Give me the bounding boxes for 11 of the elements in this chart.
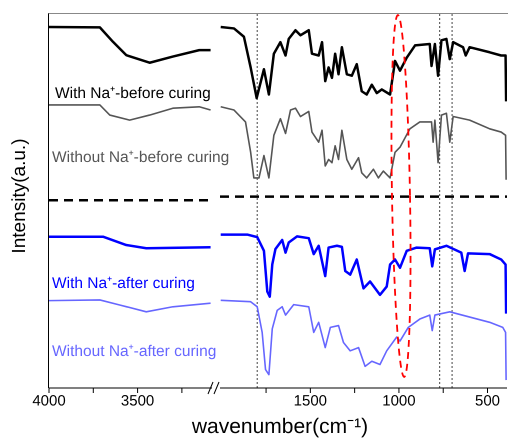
y-axis-title: Intensity(a.u.) <box>9 137 31 256</box>
series-label: With Na⁺-after curing <box>52 275 195 292</box>
x-tick-label: 3500 <box>120 392 154 410</box>
x-axis-title: wavenumber(cm⁻¹) <box>190 414 370 439</box>
x-tick-label: 1500 <box>294 392 328 410</box>
x-tick-label: 1000 <box>382 392 416 410</box>
text: Without Na⁺-before curing <box>52 149 230 166</box>
text: Without Na⁺-after curing <box>52 343 216 360</box>
x-tick-label: 500 <box>474 392 500 410</box>
text: With Na⁺-before curing <box>55 85 211 102</box>
x-tick-label: 4000 <box>32 392 66 410</box>
